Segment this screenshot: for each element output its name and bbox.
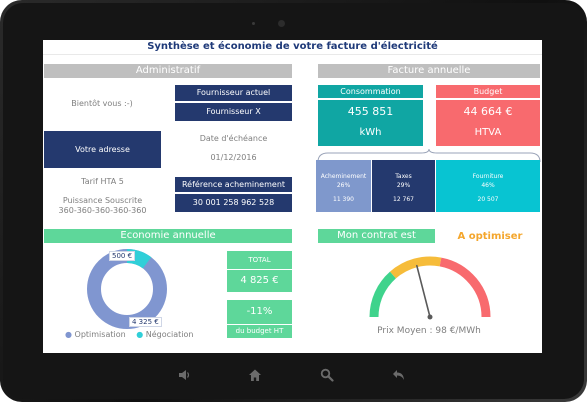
camera-icon bbox=[278, 20, 285, 27]
gauge-hub bbox=[427, 314, 433, 320]
budget-value: 44 664 € bbox=[463, 105, 513, 118]
breakdown-value: 20 507 bbox=[477, 196, 499, 203]
breakdown-pct: 46% bbox=[481, 182, 495, 189]
budget-unit: HTVA bbox=[474, 127, 502, 138]
average-price: Prix Moyen : 98 €/MWh bbox=[377, 326, 481, 336]
donut-slice-optimisation bbox=[87, 249, 167, 329]
contract-gauge bbox=[369, 256, 491, 320]
legend-negociation: Négociation bbox=[145, 330, 194, 339]
breakdown-pct: 26% bbox=[336, 182, 351, 189]
greeting-text: Bientôt vous :-) bbox=[71, 99, 133, 108]
gauge-segment-good bbox=[369, 271, 397, 318]
breakdown-pct: 29% bbox=[396, 182, 411, 189]
power-label: Puissance Souscrite bbox=[62, 196, 143, 205]
breakdown-brace bbox=[317, 149, 541, 163]
contract-section-header: Mon contrat est bbox=[318, 229, 435, 243]
home-icon[interactable] bbox=[248, 368, 262, 382]
gauge-segment-medium bbox=[389, 256, 442, 279]
legend-dot-optimisation: ● bbox=[65, 330, 72, 339]
breakdown-name: Acheminement bbox=[320, 173, 367, 180]
percent-caption: du budget HT bbox=[227, 325, 292, 338]
budget-card bbox=[436, 100, 540, 146]
supplier-value: Fournisseur X bbox=[175, 103, 292, 121]
consumption-unit: kWh bbox=[359, 127, 382, 138]
page-title: Synthèse et économie de votre facture d'… bbox=[147, 41, 438, 52]
breakdown-name: Fourniture bbox=[472, 173, 504, 180]
gauge-segment-bad bbox=[439, 257, 491, 318]
due-date-value: 01/12/2016 bbox=[210, 153, 257, 162]
savings-section-header: Economie annuelle bbox=[44, 229, 292, 243]
breakdown-acheminement: Acheminement 26% 11 390 bbox=[316, 160, 371, 212]
consumption-card bbox=[318, 100, 423, 146]
legend-dot-negociation: ● bbox=[136, 330, 144, 339]
power-value: 360-360-360-360-360 bbox=[58, 206, 147, 215]
invoice-section-header: Facture annuelle bbox=[318, 64, 540, 78]
supplier-label: Fournisseur actuel bbox=[175, 85, 292, 101]
reference-value: 30 001 258 962 528 bbox=[175, 194, 292, 212]
due-date-label: Date d'échéance bbox=[199, 134, 268, 143]
breakdown-fourniture: Fourniture 46% 20 507 bbox=[436, 160, 540, 212]
optimisation-callout: 4 325 € bbox=[129, 317, 162, 327]
title-divider bbox=[43, 54, 542, 55]
admin-section-header: Administratif bbox=[44, 64, 292, 78]
volume-icon[interactable] bbox=[177, 368, 191, 382]
consumption-label: Consommation bbox=[318, 85, 423, 99]
contract-status: A optimiser bbox=[457, 231, 523, 242]
sensor-icon bbox=[252, 22, 255, 25]
budget-label: Budget bbox=[436, 85, 540, 99]
reference-label: Référence acheminement bbox=[175, 177, 292, 192]
back-icon[interactable] bbox=[392, 368, 406, 382]
address-box: Votre adresse bbox=[44, 131, 161, 168]
search-icon[interactable] bbox=[320, 368, 334, 382]
breakdown-value: 11 390 bbox=[333, 196, 354, 203]
total-value: 4 825 € bbox=[227, 270, 292, 292]
gauge-needle bbox=[416, 264, 431, 318]
total-label: TOTAL bbox=[227, 251, 292, 269]
donut-legend: ● Optimisation ● Négociation bbox=[65, 330, 205, 339]
negociation-callout: 500 € bbox=[109, 251, 136, 261]
breakdown-name: Taxes bbox=[395, 173, 412, 180]
tariff-text: Tarif HTA 5 bbox=[81, 177, 124, 186]
breakdown-taxes: Taxes 29% 12 767 bbox=[372, 160, 435, 212]
consumption-value: 455 851 bbox=[347, 105, 394, 118]
breakdown-value: 12 767 bbox=[393, 196, 414, 203]
legend-optimisation: Optimisation bbox=[74, 330, 126, 339]
percent-value: -11% bbox=[227, 300, 292, 324]
